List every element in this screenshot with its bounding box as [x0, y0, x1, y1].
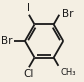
Text: Cl: Cl	[23, 69, 33, 79]
Text: Br: Br	[62, 9, 73, 19]
Text: CH₃: CH₃	[60, 68, 76, 77]
Text: Br: Br	[1, 36, 12, 46]
Text: I: I	[27, 3, 30, 13]
